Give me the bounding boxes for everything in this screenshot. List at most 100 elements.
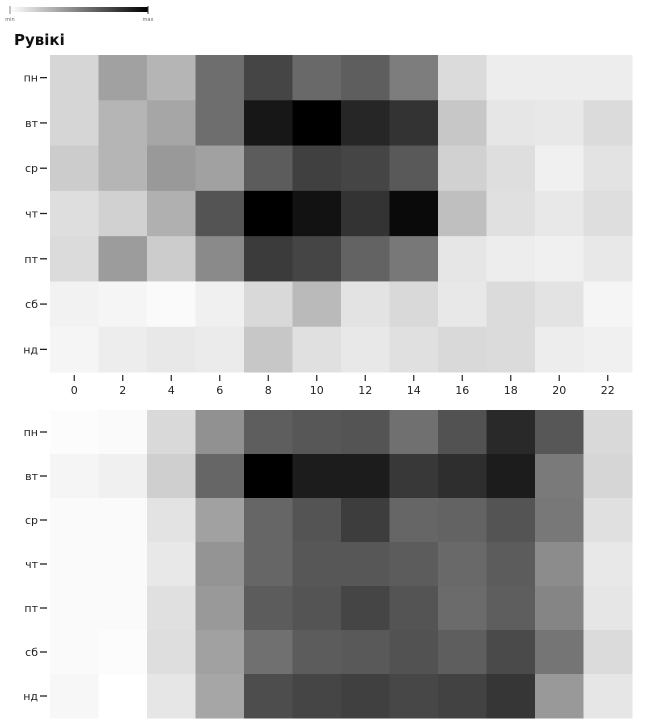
- heatmap-cell-пт-9: [486, 586, 536, 631]
- heatmap-cell-чт-0: [50, 542, 99, 587]
- heatmap-cell-пн-1: [98, 55, 148, 101]
- heatmap-cell-нд-10: [535, 674, 584, 719]
- heatmap-cell-пт-1: [98, 586, 148, 631]
- heatmap-cell-сб-9: [486, 630, 536, 675]
- heatmap-cell-вт-7: [389, 454, 439, 499]
- heatmap-cell-сб-1: [98, 630, 148, 675]
- heatmap-cell-пн-3: [195, 55, 245, 101]
- heatmap-cell-чт-8: [438, 542, 487, 587]
- heatmap-cell-сб-3: [195, 630, 245, 675]
- x-tick-label: 0: [71, 384, 78, 397]
- heatmap-cell-пн-7: [389, 55, 439, 101]
- heatmap-cell-ср-10: [535, 145, 584, 192]
- heatmap-cell-сб-6: [341, 630, 390, 675]
- heatmap-cell-пн-10: [535, 55, 584, 101]
- heatmap-cell-сб-7: [389, 630, 439, 675]
- heatmap-cell-пт-6: [341, 236, 390, 282]
- heatmap-cell-пн-0: [50, 55, 99, 101]
- heatmap-cell-вт-7: [389, 100, 439, 147]
- x-tick-label: 8: [265, 384, 272, 397]
- heatmap-cell-пт-9: [486, 236, 536, 282]
- heatmap-cell-чт-1: [98, 542, 148, 587]
- heatmap-cell-нд-6: [341, 674, 390, 719]
- heatmap-cell-нд-5: [292, 326, 342, 373]
- heatmap-cell-чт-10: [535, 542, 584, 587]
- heatmap-cell-нд-7: [389, 326, 439, 373]
- heatmap-cell-пт-5: [292, 586, 342, 631]
- heatmap-cell-вт-6: [341, 454, 390, 499]
- heatmap-cell-пт-5: [292, 236, 342, 282]
- heatmap-cell-нд-4: [244, 674, 293, 719]
- heatmap-cell-вт-11: [583, 454, 633, 499]
- y-tick-label: пт: [24, 253, 38, 266]
- heatmap-cell-пт-10: [535, 586, 584, 631]
- x-tick-label: 10: [310, 384, 324, 397]
- heatmap-cell-нд-6: [341, 326, 390, 373]
- heatmap-cell-сб-5: [292, 630, 342, 675]
- heatmap-cell-ср-3: [195, 145, 245, 192]
- heatmap-cell-пт-4: [244, 236, 293, 282]
- heatmap-cell-вт-4: [244, 100, 293, 147]
- x-tick-label: 18: [504, 384, 518, 397]
- heatmap-cell-пн-8: [438, 55, 487, 101]
- y-tick-label: сб: [25, 646, 38, 659]
- heatmap-cell-пн-7: [389, 410, 439, 455]
- heatmap-cell-чт-8: [438, 190, 487, 237]
- chart-title: Рувікі: [14, 31, 65, 49]
- y-tick-label: вт: [25, 470, 38, 483]
- x-tick-label: 20: [552, 384, 566, 397]
- heatmap-cell-сб-2: [147, 281, 196, 328]
- x-tick-label: 22: [601, 384, 615, 397]
- y-tick-label: пн: [24, 426, 38, 439]
- heatmap-cell-ср-6: [341, 498, 390, 543]
- heatmap-cell-нд-9: [486, 326, 536, 373]
- x-tick-label: 12: [358, 384, 372, 397]
- heatmap-cell-нд-2: [147, 326, 196, 373]
- heatmap-cell-сб-1: [98, 281, 148, 328]
- heatmap-cell-сб-4: [244, 630, 293, 675]
- heatmap-cell-сб-4: [244, 281, 293, 328]
- heatmap-cell-чт-4: [244, 542, 293, 587]
- heatmap-cell-пн-11: [583, 55, 633, 101]
- heatmap-cell-пт-2: [147, 236, 196, 282]
- heatmap-cell-пт-3: [195, 586, 245, 631]
- x-tick-label: 2: [119, 384, 126, 397]
- heatmap-cell-вт-10: [535, 454, 584, 499]
- heatmap-cell-вт-10: [535, 100, 584, 147]
- heatmap-cell-пн-5: [292, 55, 342, 101]
- heatmap-cell-ср-10: [535, 498, 584, 543]
- y-tick-label: нд: [23, 690, 38, 703]
- heatmap-cell-ср-11: [583, 145, 633, 192]
- heatmap-cell-чт-9: [486, 190, 536, 237]
- heatmap-cell-вт-3: [195, 100, 245, 147]
- heatmap-cell-нд-8: [438, 674, 487, 719]
- heatmap-cell-ср-5: [292, 498, 342, 543]
- heatmap-cell-сб-8: [438, 630, 487, 675]
- heatmap-cell-пт-4: [244, 586, 293, 631]
- heatmap-cell-вт-5: [292, 454, 342, 499]
- heatmap-cell-сб-10: [535, 630, 584, 675]
- heatmap-cell-вт-8: [438, 100, 487, 147]
- heatmap-cell-нд-0: [50, 326, 99, 373]
- heatmap-cell-сб-11: [583, 281, 633, 328]
- heatmap-cell-нд-11: [583, 326, 633, 373]
- heatmap-cell-пн-9: [486, 410, 536, 455]
- legend-gradient-bar: [10, 7, 148, 12]
- heatmap-cell-пт-0: [50, 236, 99, 282]
- heatmap-cell-нд-5: [292, 674, 342, 719]
- heatmap-cell-чт-11: [583, 190, 633, 237]
- heatmap-cell-нд-1: [98, 674, 148, 719]
- heatmap-cell-ср-7: [389, 498, 439, 543]
- heatmap-cell-вт-0: [50, 100, 99, 147]
- heatmap-cell-чт-1: [98, 190, 148, 237]
- heatmap-cell-сб-2: [147, 630, 196, 675]
- heatmap-cell-пн-4: [244, 55, 293, 101]
- heatmap-cell-нд-10: [535, 326, 584, 373]
- heatmap-cell-ср-1: [98, 498, 148, 543]
- heatmap-cell-ср-2: [147, 498, 196, 543]
- y-tick-label: чт: [25, 208, 38, 221]
- heatmap-cell-нд-7: [389, 674, 439, 719]
- heatmap-cell-чт-2: [147, 190, 196, 237]
- heatmap-cell-ср-3: [195, 498, 245, 543]
